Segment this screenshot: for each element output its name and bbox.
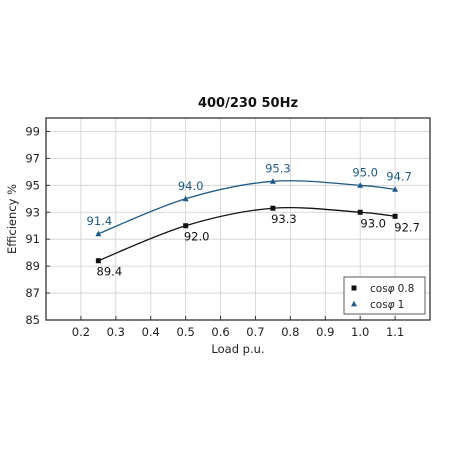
legend-marker-1 <box>351 300 357 307</box>
legend-label-prefix-1: cos <box>370 299 388 311</box>
series-1-point-4 <box>392 186 399 192</box>
legend-label-symbol-1: φ <box>388 299 395 311</box>
y-tick-label-2: 89 <box>25 259 40 273</box>
x-tick-label-0: 0.2 <box>72 325 90 339</box>
series-0-data-label-3: 93.0 <box>360 216 386 230</box>
label-layer: 89.4 92.0 93.3 93.0 92.7 91.4 94.0 95.3 95.0 94.7 <box>87 161 420 278</box>
x-tick-label-1: 0.3 <box>107 325 125 339</box>
series-1-data-label-4: 94.7 <box>386 169 412 183</box>
series-0-point-2 <box>270 205 276 211</box>
legend-box <box>343 276 426 315</box>
y-tick-label-0: 85 <box>25 313 40 327</box>
x-tick-label-6: 0.8 <box>281 325 299 339</box>
legend-label-prefix-0: cos <box>370 283 388 295</box>
series-0-data-label-4: 92.7 <box>394 220 420 234</box>
y-axis-label: Efficiency % <box>5 184 19 254</box>
legend-label-0: cosφ 0.8 <box>370 283 414 295</box>
y-tick-label-7: 99 <box>25 124 40 138</box>
series-1-data-label-0: 91.4 <box>87 214 113 228</box>
x-axis-label: Load p.u. <box>211 342 264 356</box>
legend-label-value-0: 0.8 <box>398 283 415 295</box>
series-0-point-1 <box>183 223 189 229</box>
y-tick-label-1: 87 <box>25 286 40 300</box>
x-tick-label-2: 0.4 <box>142 325 160 339</box>
series-0-point-0 <box>95 258 101 264</box>
legend-label-symbol-0: φ <box>388 283 395 295</box>
x-tick-label-8: 1.0 <box>351 325 369 339</box>
x-tick-label-3: 0.5 <box>176 325 194 339</box>
series-line-0 <box>98 207 396 262</box>
series-0-point-3 <box>357 209 363 215</box>
x-tick-label-4: 0.6 <box>211 325 229 339</box>
legend-label-value-1: 1 <box>398 299 405 311</box>
y-tick-label-6: 97 <box>25 151 40 165</box>
plot-frame <box>45 117 431 321</box>
x-tick-label-7: 0.9 <box>316 325 334 339</box>
series-1-data-label-2: 95.3 <box>265 161 291 175</box>
series-1-data-label-3: 95.0 <box>352 165 378 179</box>
series-line-1 <box>98 180 396 235</box>
y-tick-label-3: 91 <box>25 232 40 246</box>
series-1-point-2 <box>269 178 276 184</box>
marker-layer <box>95 178 399 264</box>
tick-layer: 0.2 0.3 0.4 0.5 0.6 0.7 0.8 0.9 1.0 1.1 85 87 89 91 93… <box>25 124 404 339</box>
series-0-data-label-2: 93.3 <box>271 212 297 226</box>
series-1-data-label-1: 94.0 <box>178 179 204 193</box>
series-0-data-label-0: 89.4 <box>97 265 123 279</box>
chart-title: 400/230 50Hz <box>198 96 298 111</box>
series-1-point-0 <box>95 230 102 237</box>
x-tick-label-5: 0.7 <box>246 325 264 339</box>
y-tick-label-4: 93 <box>25 205 40 219</box>
series-0-data-label-1: 92.0 <box>184 230 210 244</box>
x-tick-label-9: 1.1 <box>386 325 404 339</box>
y-tick-label-5: 95 <box>25 178 40 192</box>
legend-marker-0 <box>351 285 357 291</box>
curve-layer <box>98 180 396 262</box>
series-1-point-1 <box>182 195 189 202</box>
series-0-point-4 <box>392 213 398 219</box>
legend-label-1: cosφ 1 <box>370 299 404 311</box>
series-1-point-3 <box>357 182 364 188</box>
